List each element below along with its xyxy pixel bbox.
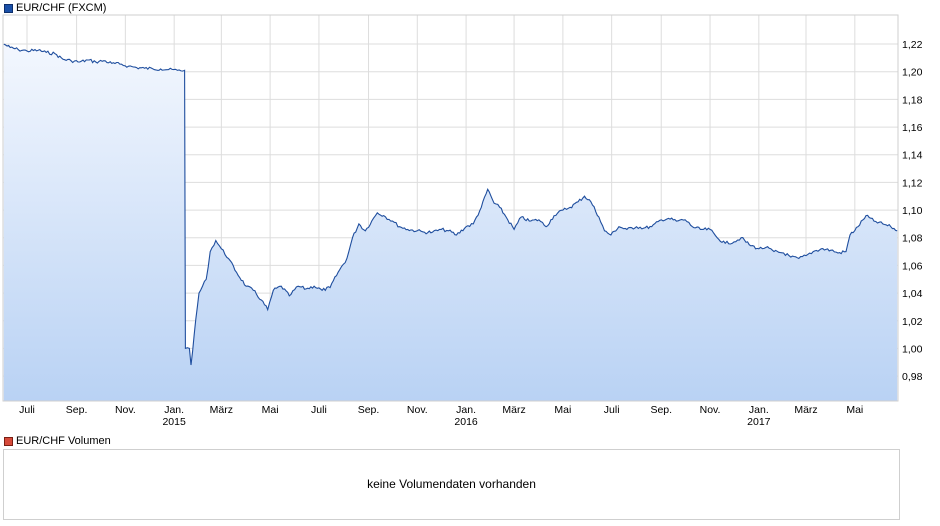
y-tick-label: 0,98 [902,371,923,383]
x-tick-label: März [502,404,525,416]
price-legend-swatch [4,3,13,13]
y-axis: 1,22 1,20 1,18 1,16 1,14 1,12 1,10 1,08 1,06 1,04… [902,39,923,383]
price-line [3,43,898,366]
price-legend-label: EUR/CHF (FXCM) [16,2,107,14]
y-tick-label: 1,02 [902,316,923,328]
volume-legend: EUR/CHF Volumen [4,435,111,447]
volume-empty-message: keine Volumendaten vorhanden [367,477,536,491]
x-tick-label: Jan. [456,404,476,416]
x-tick-label: Mai [262,404,279,416]
plot-border [2,14,899,402]
y-tick-label: 1,16 [902,122,923,134]
x-tick-label: Sep. [66,404,88,416]
y-tick-label: 1,00 [902,343,923,355]
x-tick-label: Jan. [164,404,184,416]
volume-legend-label: EUR/CHF Volumen [16,435,111,447]
x-year-label: 2016 [454,416,478,428]
volume-panel: keine Volumendaten vorhanden [3,449,900,520]
x-tick-label: Juli [19,404,35,416]
x-tick-label: März [794,404,817,416]
y-tick-label: 1,12 [902,177,923,189]
x-tick-label: Mai [554,404,571,416]
x-tick-label: Sep. [358,404,380,416]
x-tick-label: Juli [604,404,620,416]
volume-legend-swatch [4,436,13,446]
x-tick-label: Juli [311,404,327,416]
y-tick-label: 1,18 [902,94,923,106]
y-tick-label: 1,22 [902,39,923,51]
y-tick-label: 1,04 [902,288,923,300]
x-tick-label: Sep. [650,404,672,416]
x-tick-label: Nov. [407,404,428,416]
price-chart: 1,22 1,20 1,18 1,16 1,14 1,12 1,10 1,08 1,06 1,04… [2,14,923,428]
x-tick-label: Nov. [700,404,721,416]
y-tick-label: 1,20 [902,67,923,79]
x-year-label: 2017 [747,416,771,428]
x-tick-label: Mai [846,404,863,416]
y-tick-label: 1,10 [902,205,923,217]
y-tick-label: 1,08 [902,233,923,245]
price-area [3,44,898,401]
y-tick-label: 1,06 [902,260,923,272]
x-year-label: 2015 [162,416,186,428]
price-legend: EUR/CHF (FXCM) [4,2,106,14]
x-tick-label: Nov. [115,404,136,416]
x-tick-label: Jan. [749,404,769,416]
y-tick-label: 1,14 [902,150,923,162]
x-tick-label: März [210,404,233,416]
